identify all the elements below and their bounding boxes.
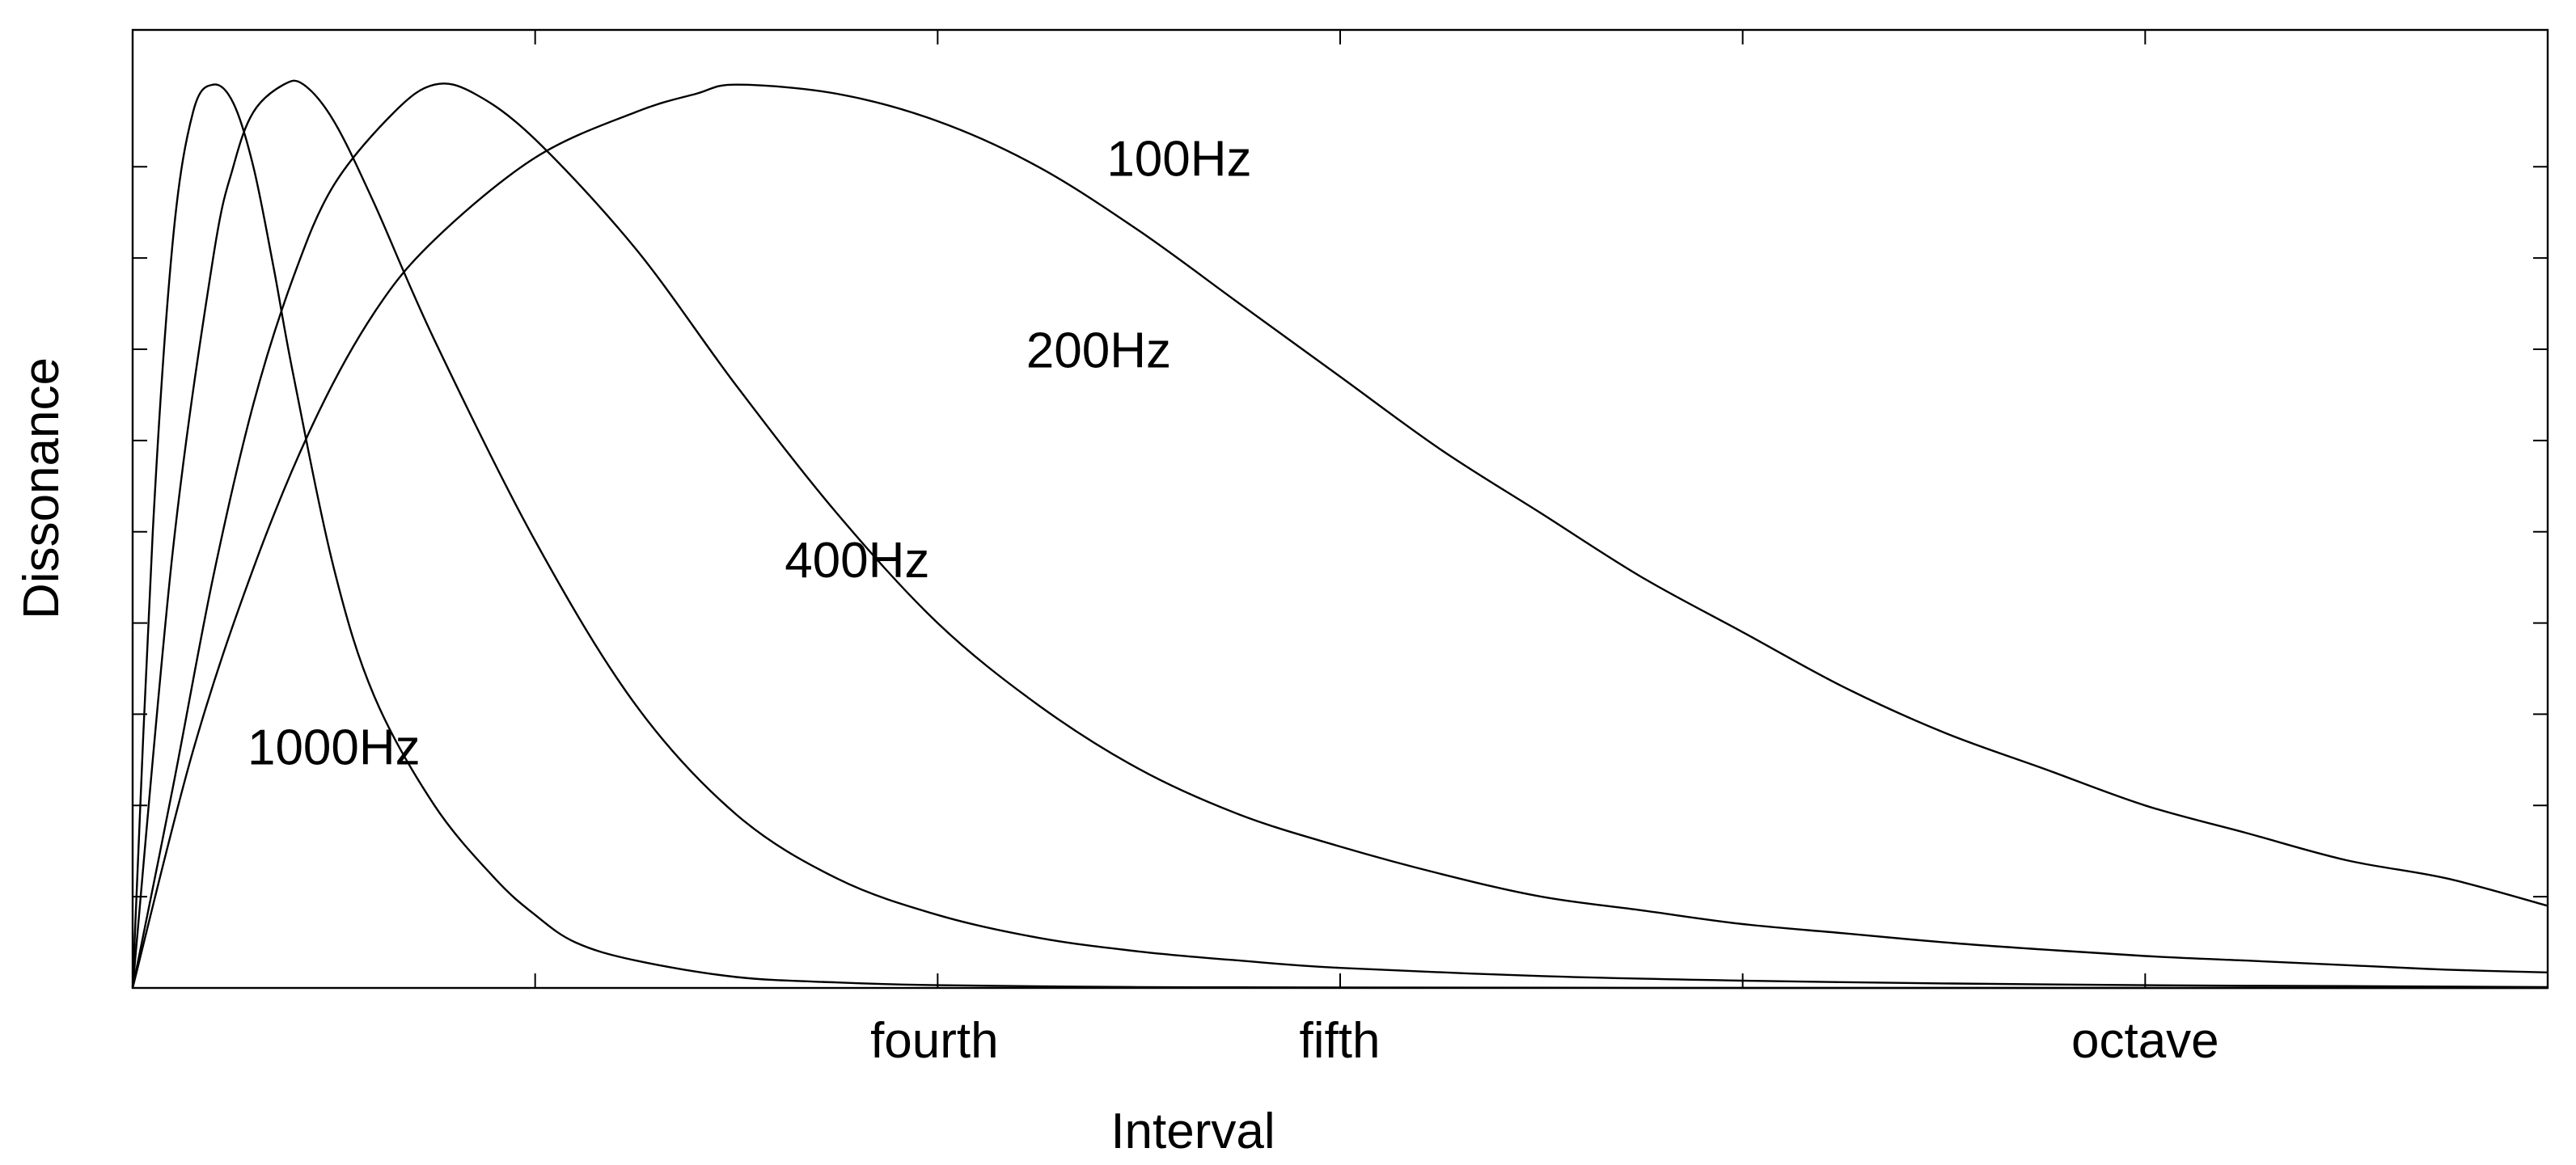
curve-annotations: 100Hz 200Hz 400Hz 1000Hz: [247, 132, 1252, 776]
curve-label-100hz: 100Hz: [1106, 132, 1251, 188]
x-tick-label-fifth: fifth: [1300, 1013, 1381, 1069]
series-line-1000hz: [131, 83, 2548, 990]
series-line-200hz: [131, 82, 2549, 989]
series-line-100hz: [131, 83, 2549, 989]
series-line-400hz: [131, 79, 2549, 989]
curve-label-400hz: 400Hz: [785, 533, 929, 589]
x-tick-label-fourth: fourth: [870, 1013, 999, 1069]
y-axis-title: Dissonance: [14, 357, 70, 619]
plot-frame: [131, 28, 2549, 990]
x-tick-label-octave: octave: [2071, 1013, 2219, 1069]
x-axis-title: Interval: [1110, 1104, 1275, 1159]
curve-label-200hz: 200Hz: [1026, 323, 1171, 379]
dissonance-curves: [131, 79, 2549, 990]
curve-label-1000hz: 1000Hz: [247, 720, 421, 776]
axis-ticks: [133, 30, 2548, 988]
x-tick-labels: fourth fifth octave: [870, 1013, 2219, 1069]
